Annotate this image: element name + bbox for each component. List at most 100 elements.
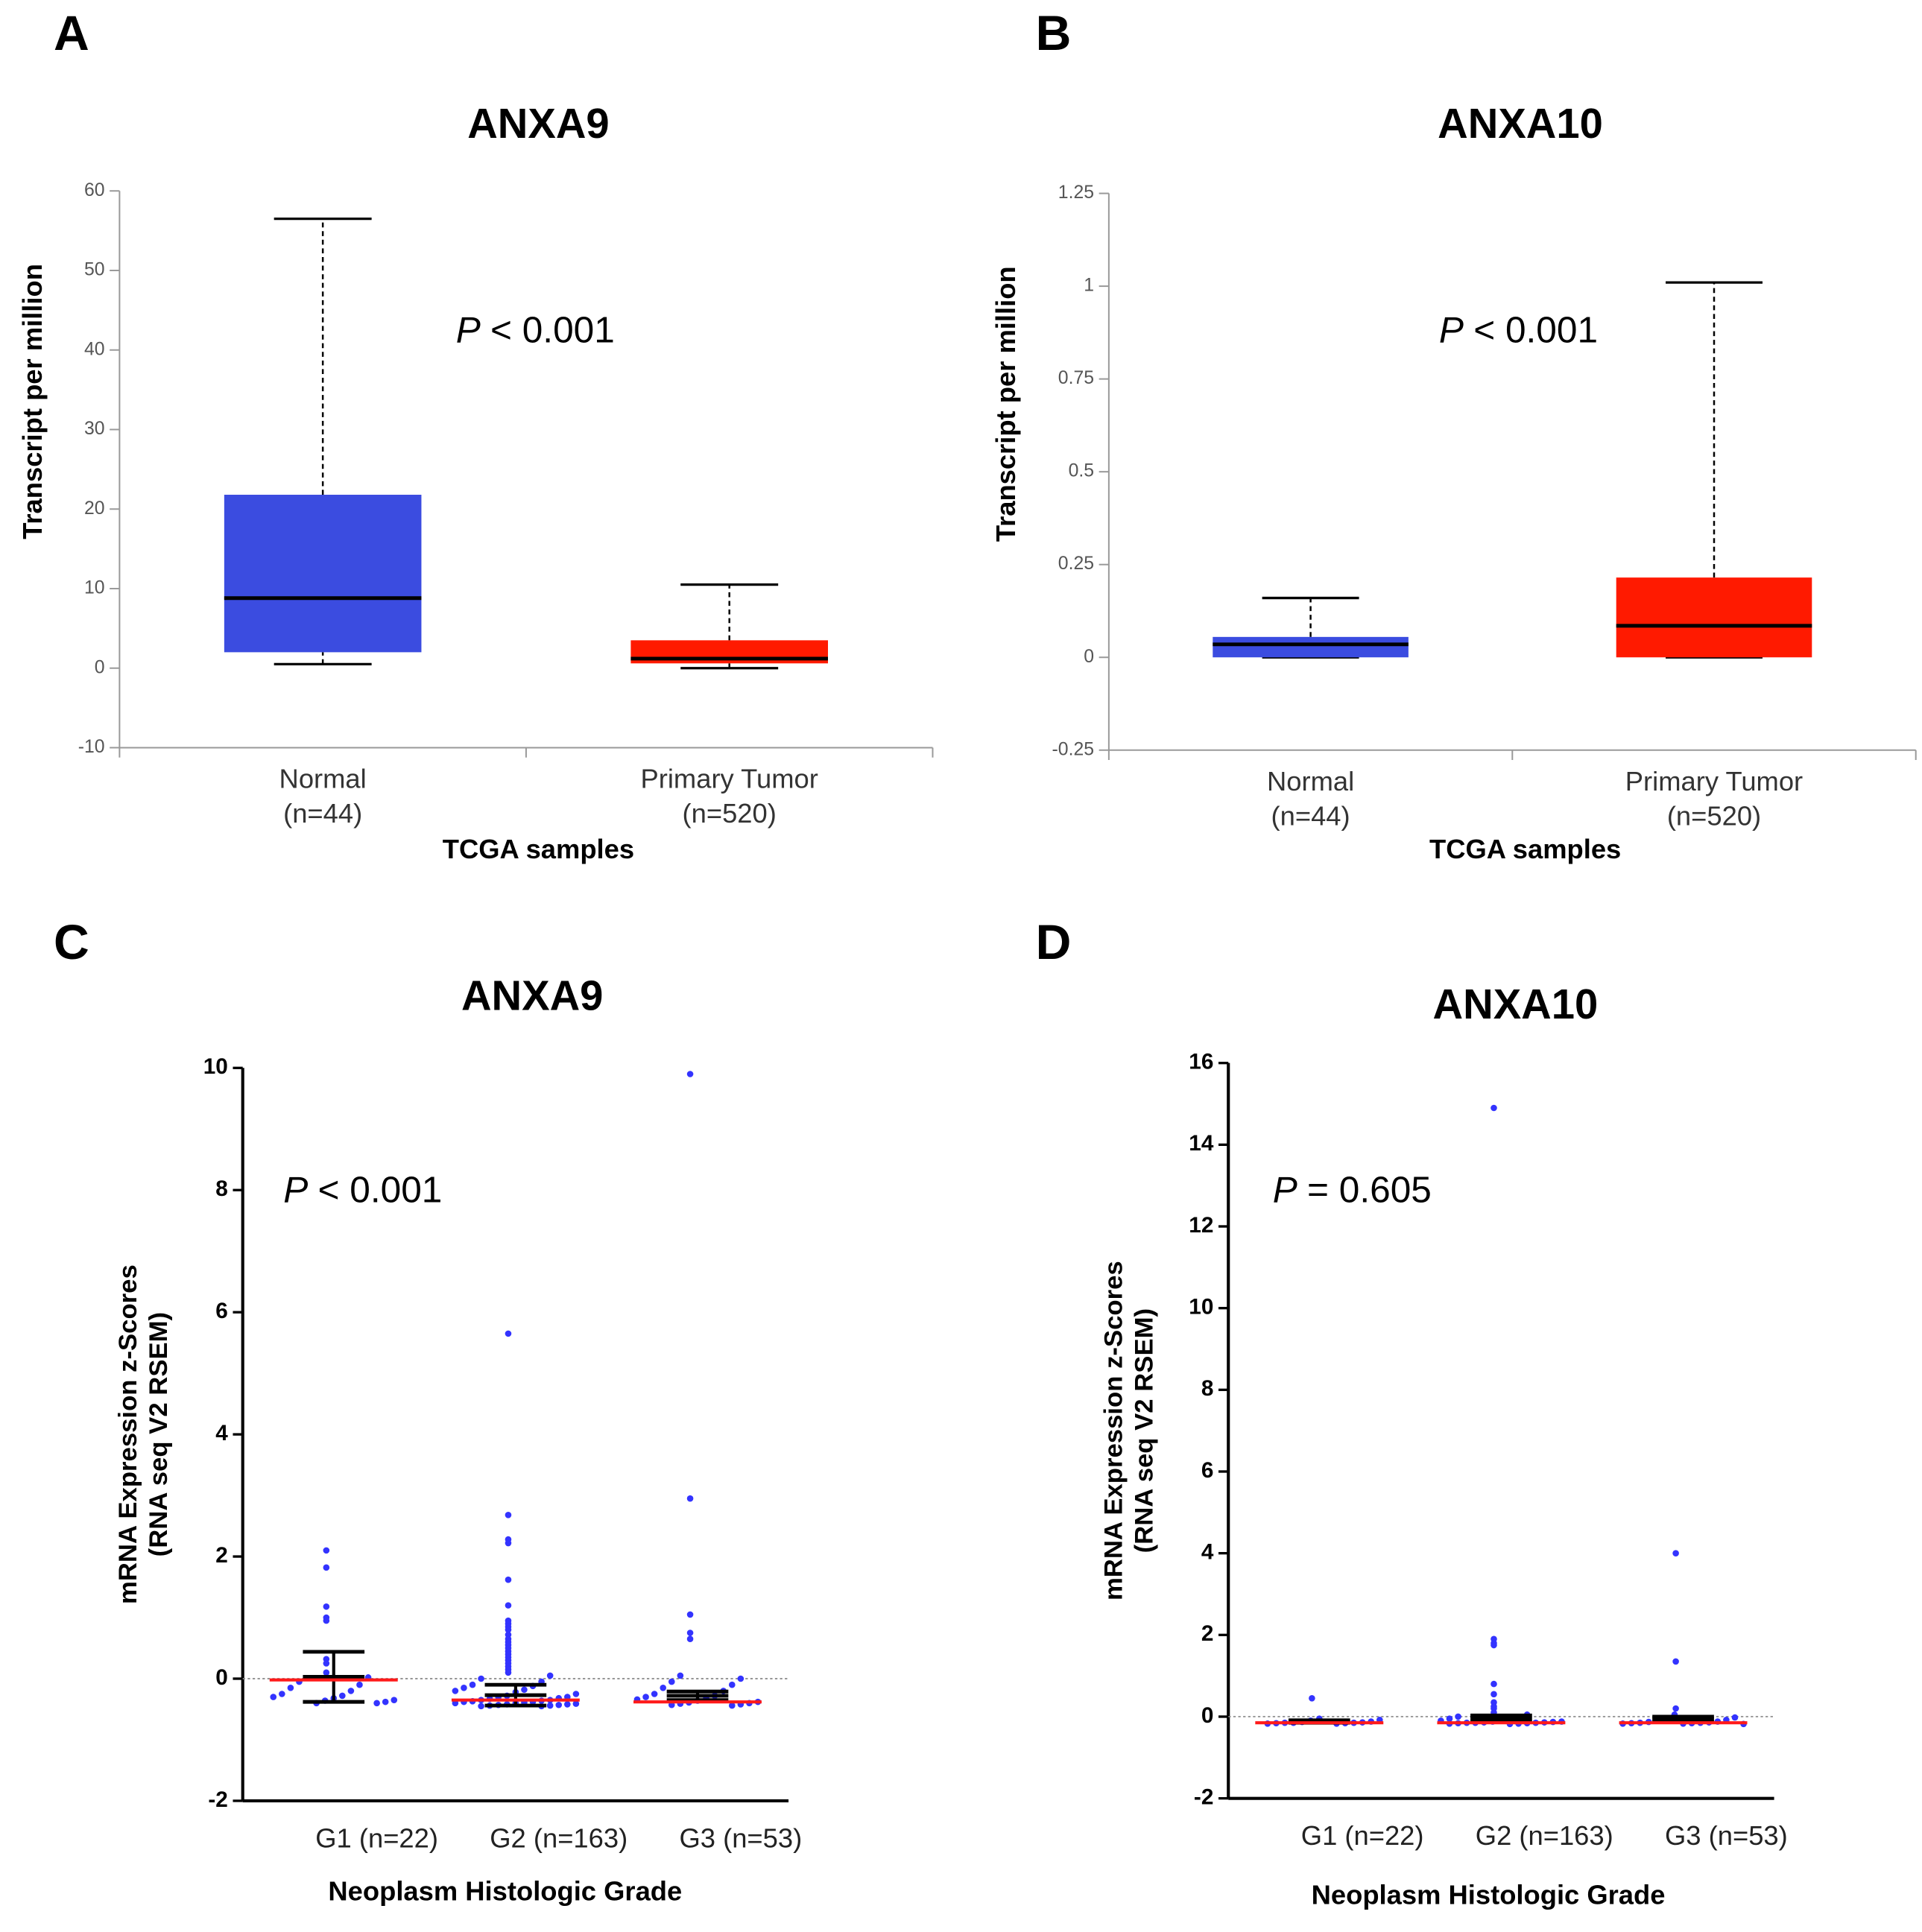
y-tick-label: 0 (215, 1665, 228, 1690)
chart-title: ANXA10 (1433, 981, 1599, 1027)
data-point (323, 1547, 330, 1554)
chart-title: ANXA10 (1438, 100, 1603, 147)
y-tick-label: 10 (84, 578, 105, 598)
data-point (323, 1669, 330, 1676)
data-point (347, 1688, 355, 1694)
data-point (287, 1684, 294, 1691)
data-point (686, 1611, 694, 1618)
group-label: G3 (n=53) (679, 1822, 802, 1853)
y-tick-label: 0.25 (1058, 554, 1094, 574)
y-tick-label: 60 (84, 180, 105, 200)
p-value: < 0.001 (490, 308, 615, 350)
data-point (356, 1681, 363, 1688)
data-point (546, 1702, 554, 1709)
data-point (505, 1602, 512, 1609)
data-point (461, 1684, 467, 1691)
panel-letter: A (54, 6, 89, 61)
y-tick-label: 8 (1201, 1376, 1214, 1401)
y-axis-label: (RNA seq V2 RSEM) (145, 1312, 173, 1556)
y-tick-label: -2 (208, 1787, 227, 1812)
x-axis-label: Neoplasm Histologic Grade (1312, 1879, 1666, 1910)
y-tick-label: 16 (1189, 1050, 1213, 1074)
data-point (1446, 1715, 1453, 1723)
data-point (323, 1617, 330, 1624)
sample-size-label: (n=520) (683, 798, 777, 829)
y-tick-label: 20 (84, 498, 105, 519)
data-point (1455, 1713, 1461, 1720)
data-point (1491, 1104, 1497, 1112)
group-label: G1 (n=22) (315, 1822, 438, 1853)
data-point (1309, 1694, 1315, 1702)
y-tick-label: -0.25 (1052, 739, 1094, 759)
data-point (323, 1660, 330, 1667)
y-tick-label: 10 (203, 1054, 228, 1079)
y-tick-label: 8 (215, 1176, 228, 1201)
data-point (677, 1672, 684, 1679)
y-axis-label: Transcript per million (990, 266, 1021, 542)
y-axis-label: (RNA seq V2 RSEM) (1131, 1308, 1159, 1553)
data-point (728, 1702, 736, 1709)
data-point (505, 1576, 512, 1583)
sample-size-label: (n=520) (1667, 800, 1761, 831)
y-tick-label: 1.25 (1058, 183, 1094, 203)
box (1213, 636, 1409, 658)
y-tick-label: 0.5 (1069, 461, 1094, 481)
data-point (521, 1686, 528, 1694)
data-point (686, 1495, 694, 1502)
panel-letter: D (1036, 915, 1072, 970)
data-point (1672, 1705, 1679, 1712)
data-point (505, 1330, 512, 1337)
panel-letter: C (54, 915, 89, 970)
y-tick-label: 0 (1201, 1703, 1214, 1728)
data-point (686, 1629, 694, 1636)
data-point (270, 1694, 277, 1700)
data-point (373, 1700, 380, 1707)
y-tick-label: 0 (1084, 647, 1094, 667)
category-label: Normal (279, 764, 367, 794)
data-point (1491, 1641, 1497, 1649)
group-label: G1 (n=22) (1301, 1820, 1424, 1851)
y-tick-label: 2 (215, 1543, 228, 1568)
data-point (505, 1669, 512, 1676)
data-point (382, 1698, 389, 1705)
p-symbol: P (456, 308, 481, 350)
data-point (505, 1627, 512, 1633)
category-label: Primary Tumor (1625, 766, 1803, 796)
y-tick-label: -10 (78, 737, 105, 757)
y-tick-label: 2 (1201, 1621, 1214, 1646)
box (224, 495, 422, 653)
y-axis-label: mRNA Expression z-Scores (1099, 1261, 1128, 1600)
x-axis-label: TCGA samples (1429, 834, 1621, 864)
y-tick-label: -2 (1194, 1784, 1213, 1809)
y-tick-label: 0.75 (1058, 368, 1094, 388)
data-point (660, 1684, 667, 1691)
data-point (686, 1071, 694, 1077)
p-symbol: P (1439, 308, 1464, 350)
x-axis-label: Neoplasm Histologic Grade (328, 1876, 682, 1907)
y-tick-label: 12 (1189, 1213, 1213, 1238)
y-tick-label: 0 (95, 657, 105, 677)
group-label: G3 (n=53) (1665, 1820, 1788, 1851)
data-point (1491, 1691, 1497, 1698)
data-point (339, 1692, 346, 1700)
y-axis-label: mRNA Expression z-Scores (114, 1264, 142, 1604)
y-axis-label: Transcript per million (17, 264, 48, 539)
data-point (478, 1675, 484, 1682)
p-value: < 0.001 (1473, 308, 1598, 350)
y-tick-label: 6 (1201, 1458, 1214, 1483)
group-label: G2 (n=163) (490, 1822, 628, 1853)
data-point (391, 1697, 398, 1703)
data-point (564, 1701, 571, 1708)
data-point (668, 1678, 675, 1685)
data-point (323, 1564, 330, 1571)
data-point (737, 1675, 745, 1682)
y-tick-label: 30 (84, 419, 105, 439)
category-label: Normal (1267, 766, 1354, 796)
x-axis-label: TCGA samples (443, 834, 634, 864)
p-symbol: P (283, 1168, 308, 1210)
chart-title: ANXA9 (461, 972, 603, 1019)
data-point (505, 1512, 512, 1518)
box (1616, 577, 1812, 658)
